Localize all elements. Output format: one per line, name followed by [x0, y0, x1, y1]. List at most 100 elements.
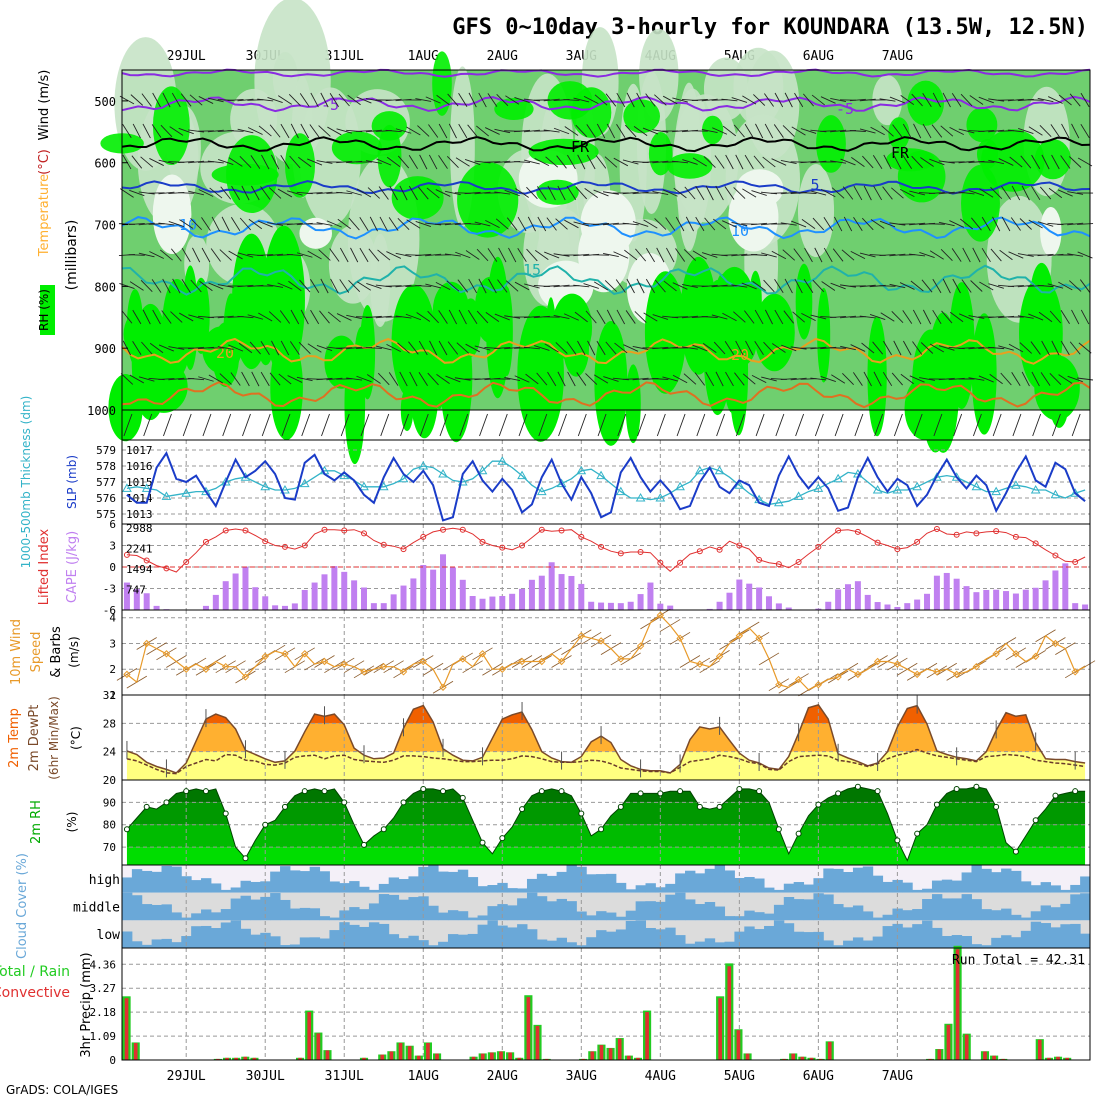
wind-barb: [803, 93, 814, 107]
wind-barb: [415, 285, 432, 287]
wind-barb: [751, 190, 767, 196]
wind-barb: [810, 160, 827, 164]
wind-barb: [523, 315, 540, 319]
cloud-cover-cell: [665, 927, 676, 948]
rh-moist-patch: [594, 321, 628, 446]
wind-barb: [692, 157, 707, 167]
wind-barb: [1069, 341, 1081, 355]
cape-bar: [291, 603, 298, 610]
wind-barb: [675, 248, 686, 262]
cloud-cover-cell: [438, 912, 449, 921]
wind-barb: [289, 155, 301, 169]
rh-moist-patch: [816, 115, 846, 173]
wind-barb: [913, 413, 923, 437]
cloud-cover-cell: [151, 904, 163, 921]
wind-barb: [696, 413, 706, 437]
wind-barb: [734, 372, 745, 386]
wind-barb: [622, 378, 639, 380]
wind-barb: [286, 222, 303, 226]
rh-moist-patch: [354, 326, 370, 380]
wind-barb: [1039, 125, 1052, 137]
cloud-cover-cell: [359, 886, 370, 893]
cloud-cover-cell: [329, 881, 340, 893]
wind-barb: [1048, 187, 1063, 199]
wind-barb: [199, 280, 213, 292]
rh-moist-patch: [907, 80, 944, 126]
lifted-index-point: [163, 565, 170, 572]
wind-barb: [151, 279, 162, 293]
precip-frame: [121, 947, 1091, 1061]
cape-bar: [993, 589, 1000, 610]
wind-barb: [873, 371, 882, 387]
wind-barb: [397, 155, 410, 169]
cloud-cover-cell: [398, 899, 409, 921]
wind-barb: [1069, 93, 1081, 107]
wind-barb: [606, 309, 615, 325]
wind-barb: [287, 190, 303, 196]
rh-legend-swatch: [40, 285, 55, 335]
wind-frame: [121, 609, 1091, 696]
rh-point: [538, 788, 545, 795]
temp-axis-units: (°C): [69, 726, 83, 750]
wind-barb: [889, 253, 906, 257]
wind-barb: [408, 154, 418, 170]
wind-barb: [632, 221, 649, 227]
wind-barb: [705, 371, 715, 387]
wind-barb: [162, 92, 171, 108]
wind-barb: [388, 217, 399, 231]
cape-bar: [341, 571, 348, 610]
cloud-cover-cell: [606, 912, 617, 921]
wind-barb: [1080, 309, 1090, 325]
cape-bar: [1082, 604, 1089, 610]
cloud-cover-cell: [487, 906, 498, 921]
wind-speed-point: [281, 650, 289, 658]
wind-barb: [132, 309, 142, 325]
slp-tick-label: 1016: [126, 460, 153, 473]
rh-point: [420, 785, 427, 792]
wind-barb: [267, 96, 283, 104]
wind-barb: [733, 187, 746, 199]
cloud-cover-cell: [685, 870, 696, 893]
wind-barb: [1069, 156, 1082, 168]
wind-barb: [346, 346, 363, 350]
cape-bar: [1062, 563, 1069, 610]
cape-bar: [519, 588, 526, 610]
precip-conv-bar: [928, 1058, 933, 1060]
wind-barb: [237, 252, 254, 258]
wind-barb: [780, 378, 797, 380]
contour-label: 20: [731, 346, 749, 364]
wind-barb: [207, 160, 224, 164]
wind-barb: [744, 154, 754, 170]
li-tick-label: 3: [109, 540, 116, 553]
cloud-cover-cell: [171, 942, 182, 948]
wind-barb: [1079, 279, 1091, 293]
pressure-tick-label: 700: [94, 219, 116, 233]
wind-barb: [495, 218, 509, 230]
wind-barb: [705, 185, 714, 201]
wind-barb: [595, 155, 607, 169]
wind-barb: [1000, 372, 1012, 386]
wind-barb: [356, 96, 372, 104]
thickness-point: [635, 492, 646, 502]
wind-barb: [368, 248, 380, 262]
wind-barb: [694, 372, 706, 386]
wind-barb: [219, 249, 232, 261]
wind-barb: [476, 125, 490, 137]
wind-barb: [428, 124, 439, 138]
wind-barb: [949, 220, 965, 228]
rh-point: [854, 783, 861, 790]
lifted-index-point: [519, 542, 526, 549]
wind-barb: [940, 249, 953, 261]
wind-barb: [742, 373, 756, 385]
cloud-cover-cell: [566, 901, 577, 921]
wind-barb: [537, 216, 547, 232]
wind-barb: [132, 340, 142, 356]
slp-line: [126, 451, 1086, 522]
rh-dry-patch: [299, 87, 361, 226]
wind-barb: [953, 413, 963, 437]
precip-conv-bar: [745, 1053, 750, 1060]
wind-barb: [684, 186, 696, 200]
cape-bar: [143, 593, 150, 610]
cloud-cover-cell: [991, 872, 1002, 893]
